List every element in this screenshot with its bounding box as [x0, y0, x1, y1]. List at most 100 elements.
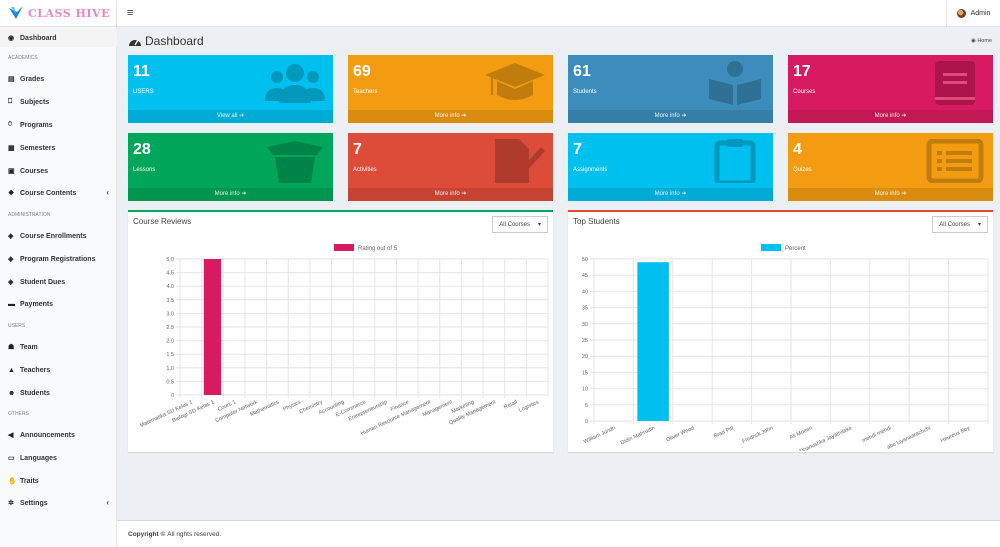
sidebar-item-label: Subjects: [20, 98, 50, 106]
chevron-left-icon: ‹: [106, 188, 109, 197]
stat-box-lessons: 28 Lessons More info ➔: [128, 133, 333, 201]
bullhorn-icon: ◀: [8, 432, 14, 439]
sidebar-item-subjects[interactable]: ⎕ Subjects: [0, 93, 117, 111]
top-students-panel: Top Students All Courses ▾ Percent 0 5 10 15 2…: [568, 210, 993, 452]
stat-box-teachers: 69 Teachers More info ➔: [348, 55, 553, 123]
stat-box-students: 61 Students More info ➔: [568, 55, 773, 123]
sidebar-item-course-contents[interactable]: ❖ Course Contents ‹: [0, 184, 117, 202]
sidebar-item-course-enrollments[interactable]: ◈ Course Enrollments: [0, 227, 117, 245]
stat-box-activities: 7 Activities More info ➔: [348, 133, 553, 201]
stat-box-assignments: 7 Assignments More info ➔: [568, 133, 773, 201]
file-signature-icon: [495, 139, 545, 183]
sidebar-item-grades[interactable]: ▤ Grades: [0, 70, 117, 88]
sidebar-item-program-registrations[interactable]: ◈ Program Registrations: [0, 250, 117, 268]
bookmark-icon: ⎕: [8, 98, 13, 105]
sidebar-item-dashboard[interactable]: ◉ Dashboard: [0, 29, 117, 47]
bar: [203, 259, 222, 395]
legend-swatch: [761, 244, 781, 251]
child-icon: ☻: [8, 389, 16, 397]
cube-icon: ◈: [8, 256, 14, 263]
student-reading-icon: [709, 61, 761, 105]
cubes-icon: ❖: [8, 190, 15, 197]
list-alt-icon: [926, 139, 984, 183]
view-all-link[interactable]: View all ➔: [128, 110, 333, 123]
clipboard-icon: [714, 139, 756, 183]
stat-value: 69: [353, 63, 371, 80]
book-icon: [935, 61, 975, 105]
avatar: [956, 9, 966, 18]
y-tick-label: 15: [582, 370, 588, 376]
page-title-text: Dashboard: [145, 34, 204, 48]
more-info-link[interactable]: More info ➔: [568, 188, 773, 201]
users-icon: ☗: [8, 344, 15, 351]
sidebar-item-semesters[interactable]: ▦ Semesters: [0, 139, 117, 157]
sidebar-item-label: Settings: [20, 499, 48, 507]
user-menu[interactable]: Admin: [946, 0, 1000, 27]
stat-value: 7: [353, 141, 362, 158]
sidebar-item-student-dues[interactable]: ◈ Student Dues: [0, 273, 117, 291]
stat-box-courses: 17 Courses More info ➔: [788, 55, 993, 123]
y-tick-label: 5: [585, 403, 588, 409]
x-tick-label: William Jundh: [583, 425, 617, 445]
sidebar-item-label: Teachers: [20, 366, 51, 374]
sidebar-item-announcements[interactable]: ◀ Announcements: [0, 426, 117, 444]
stat-value: 61: [573, 63, 591, 80]
logo-text: CLASS HIVE: [28, 6, 110, 20]
section-academics: ACADEMICS: [8, 55, 38, 61]
more-info-link[interactable]: More info ➔: [788, 188, 993, 201]
sidebar-item-programs[interactable]: ⍥ Programs: [0, 116, 117, 134]
menu-toggle-icon[interactable]: ≡: [127, 7, 134, 19]
logo[interactable]: CLASS HIVE: [0, 0, 117, 27]
more-info-link[interactable]: More info ➔: [568, 110, 773, 123]
stat-value: 17: [793, 63, 811, 80]
link-label: More info: [654, 113, 680, 119]
y-tick-label: 4.0: [166, 284, 174, 290]
y-tick-label: 1.0: [166, 366, 174, 372]
sidebar-item-teachers[interactable]: ▲ Teachers: [0, 361, 117, 379]
sidebar-item-languages[interactable]: ▭ Languages: [0, 449, 117, 467]
caret-down-icon: ▾: [537, 222, 541, 228]
y-tick-label: 20: [582, 354, 588, 360]
y-tick-label: 2.0: [166, 339, 174, 345]
sidebar-item-label: Traits: [20, 477, 39, 485]
graduation-cap-icon: ▲: [8, 366, 15, 374]
stat-value: 7: [573, 141, 582, 158]
sidebar-item-payments[interactable]: ▬ Payments: [0, 295, 117, 313]
link-label: View all: [216, 113, 238, 119]
sidebar-item-courses[interactable]: ▣ Courses: [0, 162, 117, 180]
section-users: USERS: [8, 323, 26, 329]
legend-label: Percent: [785, 246, 806, 252]
sidebar: ◉ Dashboard ACADEMICS ▤ Grades ⎕ Subjects ⍥…: [0, 27, 117, 547]
sidebar-item-settings[interactable]: ✲ Settings ‹: [0, 494, 117, 512]
more-info-link[interactable]: More info ➔: [348, 110, 553, 123]
sidebar-item-team[interactable]: ☗ Team: [0, 338, 117, 356]
y-tick-label: 1.5: [166, 352, 174, 358]
page-title: Dashboard: [128, 34, 204, 48]
y-tick-label: 3.0: [166, 311, 174, 317]
course-filter-select[interactable]: All Courses ▾: [492, 216, 548, 233]
sidebar-item-students[interactable]: ☻ Students: [0, 384, 117, 402]
x-tick-label: Ali Moeen: [789, 425, 814, 441]
arrow-circle-right-icon: ➔: [461, 191, 467, 197]
stat-label: Teachers: [353, 89, 378, 95]
more-info-link[interactable]: More info ➔: [128, 188, 333, 201]
arrow-circle-right-icon: ➔: [681, 113, 687, 119]
y-tick-label: 30: [582, 322, 588, 328]
logo-icon: [9, 6, 23, 19]
sidebar-item-label: Dashboard: [20, 34, 57, 42]
arrow-circle-right-icon: ➔: [239, 113, 245, 119]
more-info-link[interactable]: More info ➔: [788, 110, 993, 123]
link-label: More info: [874, 191, 900, 197]
link-label: More info: [654, 191, 680, 197]
breadcrumb[interactable]: ◉ Home: [971, 38, 992, 44]
course-filter-select[interactable]: All Courses ▾: [932, 216, 988, 233]
more-info-link[interactable]: More info ➔: [348, 188, 553, 201]
breadcrumb-home: Home: [977, 38, 992, 44]
link-label: More info: [874, 113, 900, 119]
sidebar-item-traits[interactable]: ✋ Traits: [0, 472, 117, 490]
sidebar-item-label: Languages: [20, 454, 57, 462]
arrow-circle-right-icon: ➔: [901, 113, 907, 119]
stat-box-users: 11 USERS View all ➔: [128, 55, 333, 123]
sidebar-item-label: Course Enrollments: [20, 232, 87, 240]
copyright-text: All rights reserved.: [167, 530, 222, 538]
